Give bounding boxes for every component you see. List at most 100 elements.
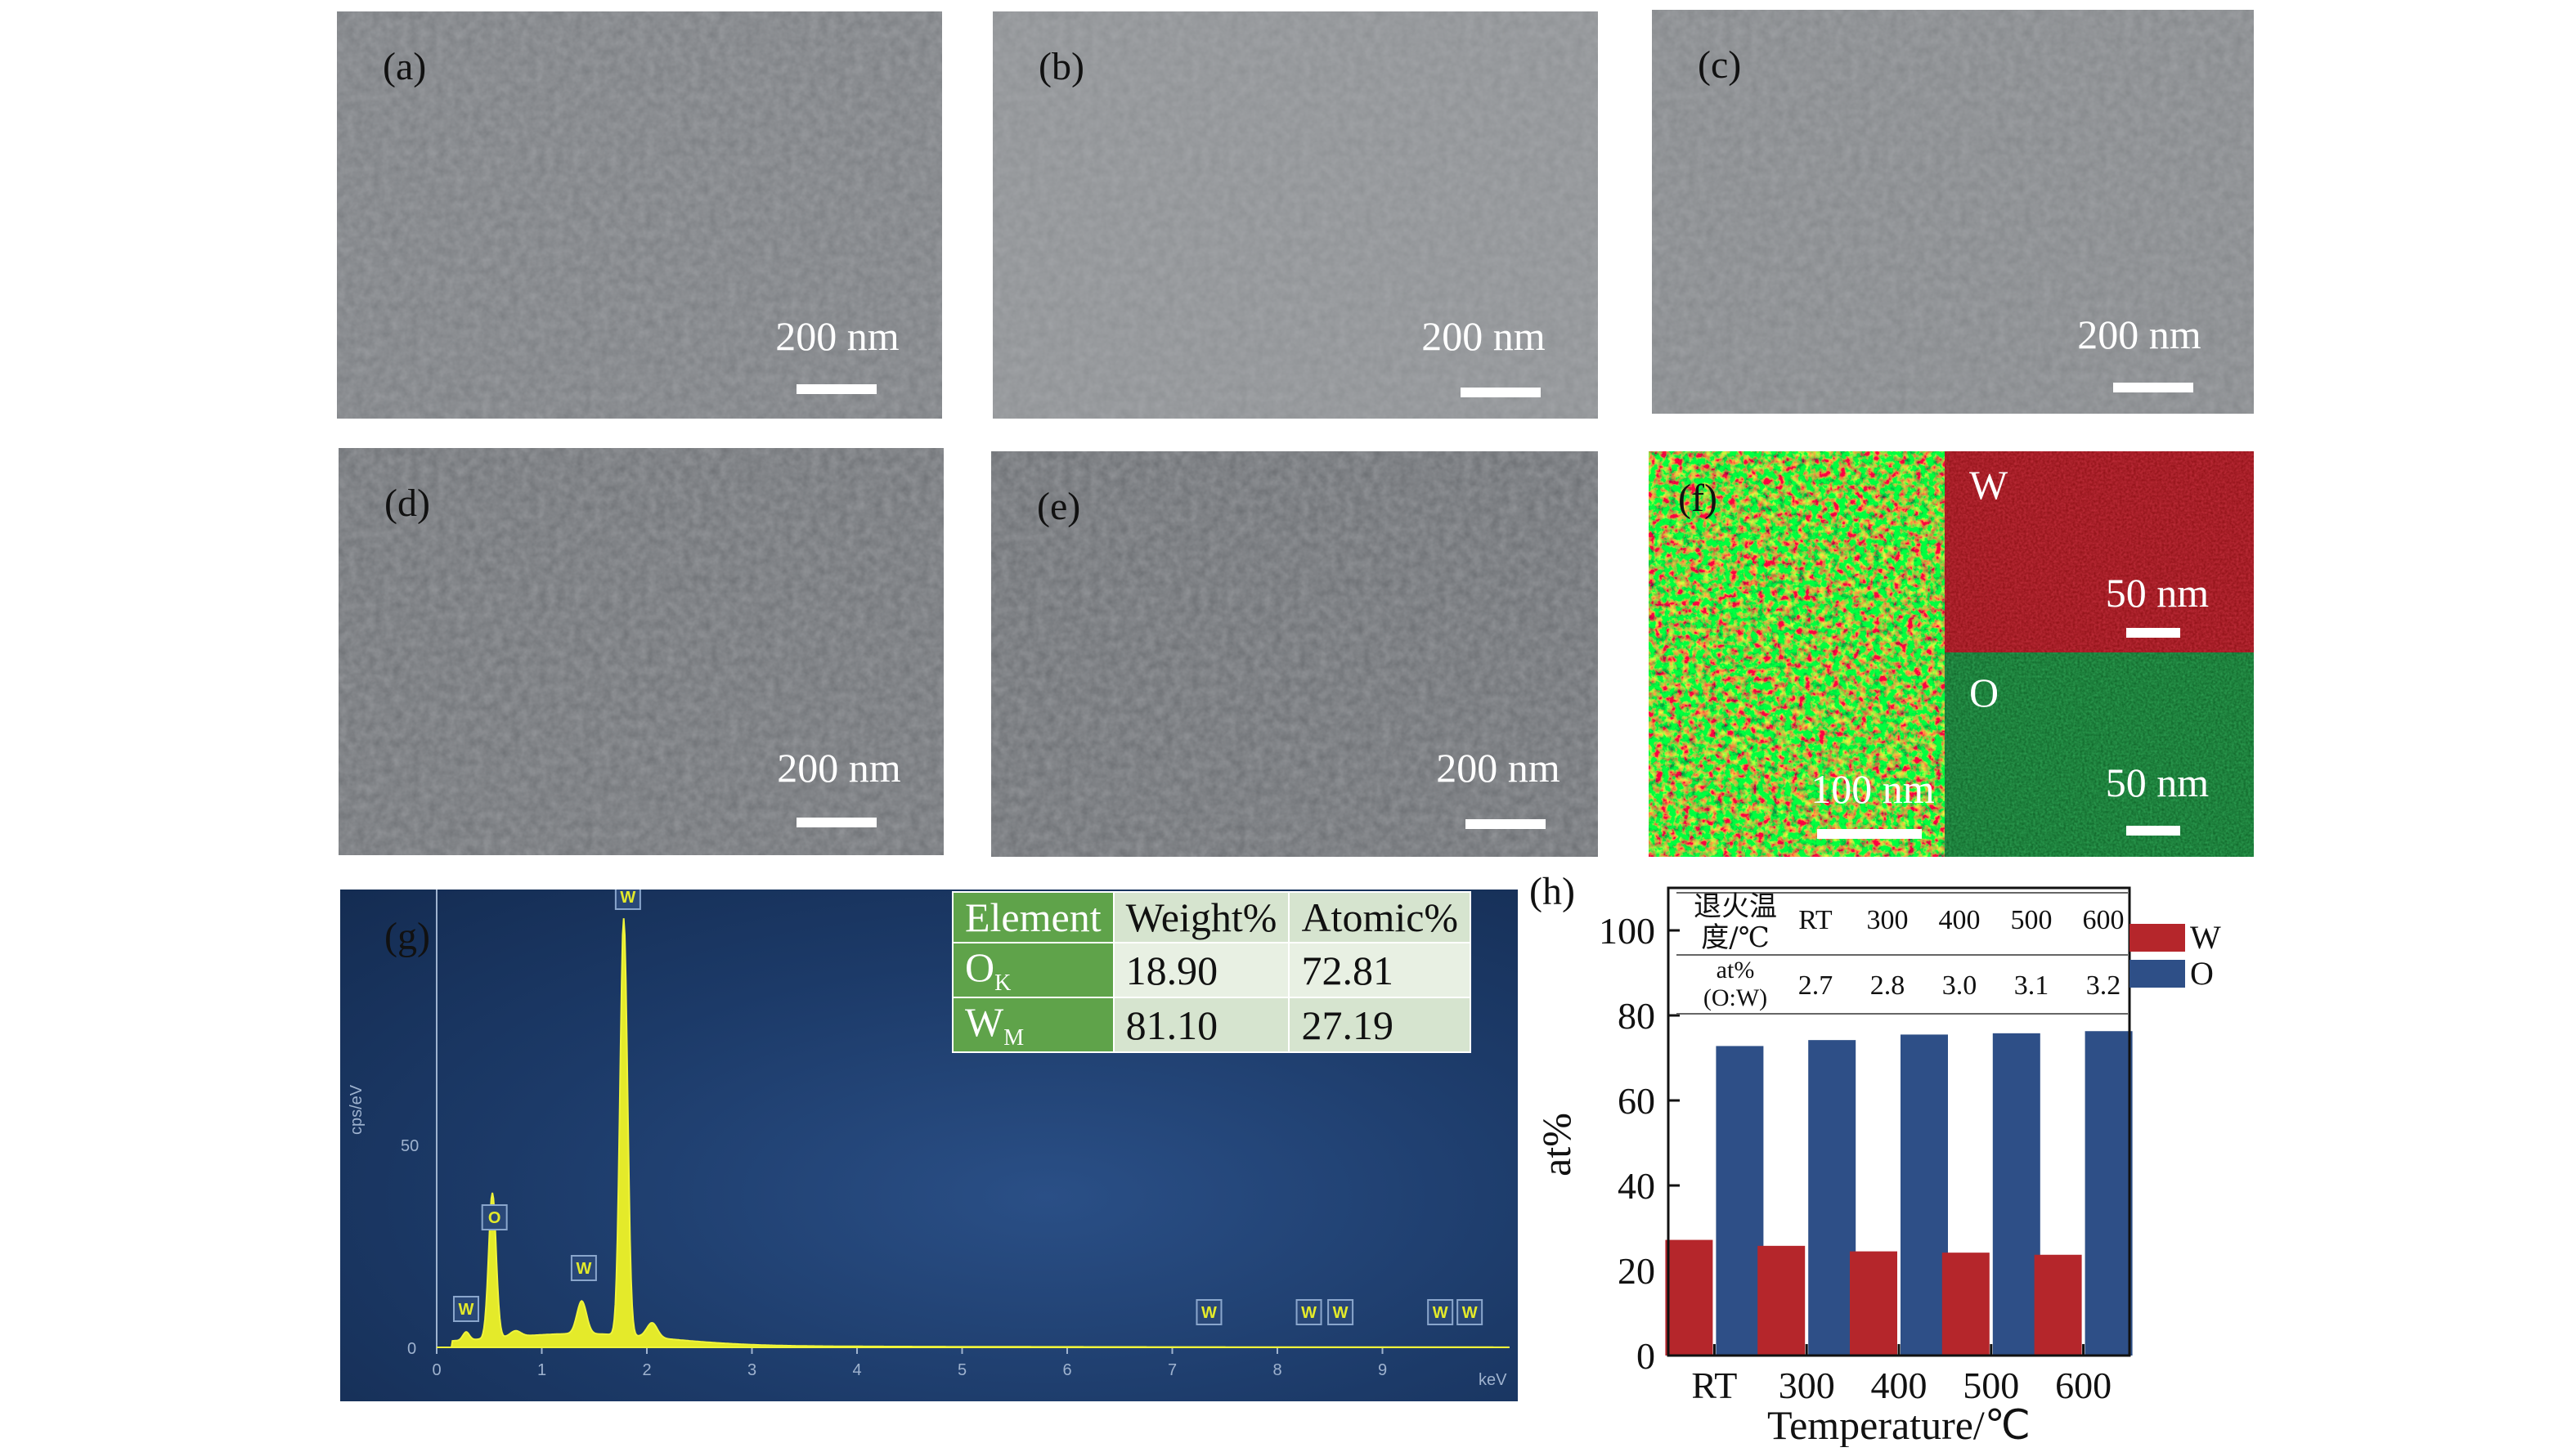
y-tick-label: 20: [1618, 1250, 1655, 1292]
scale-text: 100 nm: [1811, 766, 1935, 812]
scale-bar: [2113, 383, 2193, 392]
scale-text: 200 nm: [1436, 745, 1560, 791]
peak-tag-label: W: [620, 890, 635, 907]
legend-swatch-o: [2129, 960, 2185, 988]
sem-panel-b: (b) 200 nm: [993, 11, 1598, 419]
table-header-row: Element Weight% Atomic%: [952, 891, 1472, 943]
peak-tag: [1456, 1299, 1483, 1325]
x-tick-label: 600: [2055, 1365, 2112, 1406]
inset-value: 400: [1939, 905, 1981, 935]
bar-chart-panel-h: (h) 0 20 40 60 80 100 RT 300 400 500 600 at% Temp…: [1521, 875, 2372, 1447]
scale-text: 50 nm: [2105, 760, 2210, 805]
element-symbol: O: [965, 944, 995, 990]
element-cell: OK: [952, 942, 1115, 998]
scale-text: 200 nm: [777, 745, 901, 791]
y-axis-title: at%: [1533, 1113, 1579, 1176]
scale-bar: [2126, 628, 2180, 638]
bar-w: [1757, 1245, 1806, 1356]
eds-o-map: O 50 nm: [1945, 652, 2254, 857]
sem-texture: [339, 448, 944, 855]
scale-bar: [1817, 829, 1922, 839]
x-tick-label: 0: [432, 1361, 441, 1379]
table-row: OK 18.90 72.81: [952, 942, 1472, 998]
inset-row-label: 度/℃: [1701, 921, 1770, 954]
legend-label: W: [2190, 919, 2221, 956]
scale-text: 200 nm: [2077, 311, 2201, 357]
peak-tag: [614, 890, 641, 910]
peak-tag: [1295, 1299, 1322, 1325]
y-tick-label: 50: [401, 1137, 419, 1155]
inset-value: RT: [1798, 905, 1833, 935]
bar-o: [1808, 1040, 1856, 1356]
header-cell: Element: [952, 891, 1115, 943]
x-tick-label: 4: [852, 1361, 861, 1379]
bar-chart: (h) 0 20 40 60 80 100 RT 300 400 500 600 at% Temp…: [1529, 875, 2221, 1447]
x-tick-label: 500: [1963, 1365, 2019, 1406]
eds-map-panel-f: (f) 100 nm W 50 nm O 50 nm: [1649, 451, 2254, 857]
inset-value: 3.0: [1942, 970, 1977, 1001]
weight-cell: 81.10: [1112, 997, 1290, 1053]
y-tick-label: 40: [1618, 1165, 1655, 1207]
bar-w: [1665, 1239, 1713, 1356]
inset-table: 退火温 度/℃ at% (O:W) RT 2.7 300 2.8 400 3.0 500 3.…: [1676, 890, 2128, 1015]
element-cell: WM: [952, 997, 1115, 1053]
eds-overlay-map: (f) 100 nm: [1649, 451, 1945, 857]
atomic-cell: 27.19: [1288, 997, 1472, 1053]
inset-value: 600: [2083, 905, 2125, 935]
x-tick-label: 400: [1871, 1365, 1928, 1406]
sem-panel-c: (c) 200 nm: [1652, 10, 2254, 414]
y-tick-label: 80: [1618, 995, 1655, 1037]
peak-tag-label: W: [1462, 1304, 1478, 1322]
x-tick-label: 1: [537, 1361, 546, 1379]
bar-w: [1850, 1251, 1897, 1356]
o-map-texture: [1945, 652, 2254, 857]
x-tick-label: RT: [1691, 1365, 1737, 1406]
peak-tag-label: W: [459, 1301, 474, 1319]
peak-tag: [481, 1204, 508, 1230]
sem-panel-e: (e) 200 nm: [991, 451, 1598, 857]
atomic-cell: 72.81: [1288, 942, 1472, 998]
peak-tag-label: W: [1333, 1304, 1349, 1322]
plot-frame: [1667, 886, 2131, 1357]
panel-label: (d): [384, 482, 430, 525]
inset-row-label: at%: [1717, 957, 1755, 984]
sem-panel-a: (a) 200 nm: [337, 11, 942, 419]
bar-o: [1716, 1046, 1764, 1356]
y-axis-label: cps/eV: [348, 1084, 366, 1135]
bar-o: [1992, 1033, 2040, 1356]
peak-tag-label: W: [1201, 1304, 1217, 1322]
peak-tag: [1427, 1299, 1454, 1325]
legend-swatch-w: [2129, 924, 2185, 952]
scale-bar: [1465, 819, 1546, 829]
inset-value: 2.8: [1870, 970, 1905, 1001]
scale-text: 200 nm: [1421, 313, 1546, 359]
x-tick-label: 9: [1378, 1361, 1387, 1379]
eds-w-map: W 50 nm: [1945, 451, 2254, 652]
peak-tag-label: W: [1433, 1304, 1448, 1322]
scale-text: 50 nm: [2105, 570, 2210, 616]
inset-value: 500: [2011, 905, 2053, 935]
element-label-w: W: [1969, 462, 2008, 508]
x-tick-label: 300: [1779, 1365, 1835, 1406]
w-map-texture: [1945, 451, 2254, 652]
x-tick-label: 6: [1062, 1361, 1071, 1379]
panel-label: (c): [1698, 43, 1742, 87]
sem-texture: [991, 451, 1598, 857]
x-tick-label: 7: [1168, 1361, 1177, 1379]
sem-texture: [993, 11, 1598, 419]
y-tick-label: 100: [1599, 910, 1655, 952]
panel-label: (f): [1678, 477, 1717, 520]
peak-tag-label: W: [1301, 1304, 1317, 1322]
weight-cell: 18.90: [1112, 942, 1290, 998]
panel-label: (g): [384, 915, 430, 958]
element-subscript: K: [994, 970, 1012, 996]
x-unit-label: keV: [1479, 1371, 1507, 1389]
bar-w: [1941, 1253, 1990, 1356]
x-tick-label: 8: [1272, 1361, 1281, 1379]
y-tick-label: 0: [407, 1340, 416, 1358]
scale-bar: [2126, 826, 2180, 836]
peak-tag: [452, 1296, 479, 1322]
table-row: WM 81.10 27.19: [952, 997, 1472, 1053]
header-cell: Atomic%: [1288, 891, 1472, 943]
element-label-o: O: [1969, 670, 1999, 715]
